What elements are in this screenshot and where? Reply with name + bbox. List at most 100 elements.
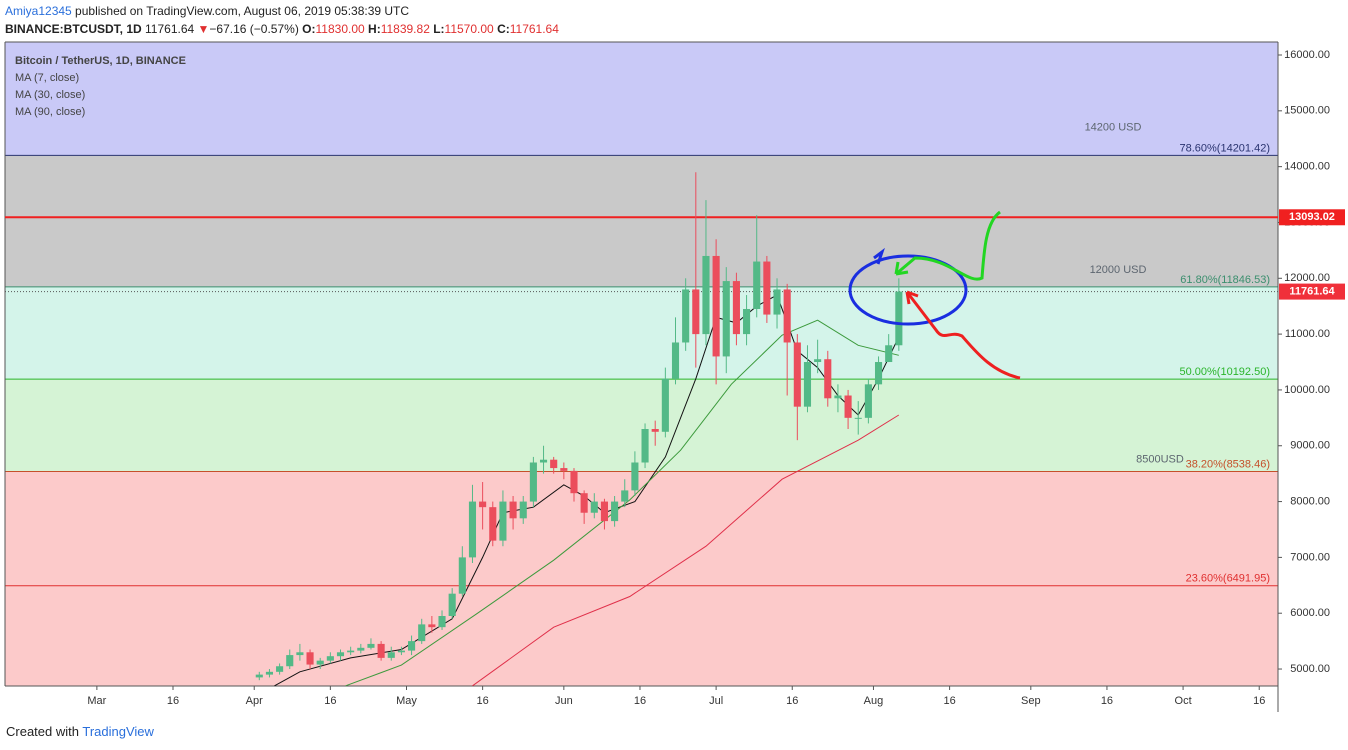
candle-body	[793, 342, 801, 407]
y-tick-label: 11000.00	[1285, 328, 1330, 340]
h-label: H:	[368, 22, 381, 36]
annotation: 12000 USD	[1090, 264, 1147, 276]
candle-body	[265, 671, 273, 675]
candle-body	[753, 261, 761, 309]
candle-body	[895, 291, 903, 346]
last-price-tag	[1279, 283, 1345, 300]
candle-body	[621, 490, 629, 502]
arrow: ▼	[197, 22, 210, 36]
header-line: Amiya12345 published on TradingView.com,…	[5, 4, 409, 18]
y-tick-label: 8000.00	[1290, 495, 1330, 507]
candle-body	[276, 666, 284, 672]
time-axis	[0, 686, 1278, 712]
candle-body	[408, 641, 416, 651]
candle-body	[326, 656, 334, 661]
candle-body	[773, 289, 781, 315]
candle-body	[499, 501, 507, 541]
candle-body	[296, 652, 304, 656]
candle-body	[600, 501, 608, 522]
candle-body	[550, 459, 558, 469]
candle-body	[336, 652, 345, 657]
candle-body	[448, 593, 456, 617]
brand[interactable]: TradingView	[82, 724, 154, 739]
candle-body	[286, 655, 294, 667]
resistance-label: 13093.02	[1289, 211, 1335, 223]
fib-label: 78.60%(14201.42)	[1179, 142, 1270, 154]
fib-label: 23.60%(6491.95)	[1186, 573, 1270, 585]
x-tick-label: May	[396, 695, 417, 707]
fib-zone	[5, 155, 1278, 287]
candle-body	[539, 459, 548, 463]
x-tick-label: 16	[167, 695, 179, 707]
y-tick-label: 7000.00	[1290, 551, 1330, 563]
candle-body	[712, 255, 720, 357]
candle-body	[631, 462, 639, 491]
candle-body	[306, 652, 314, 665]
x-tick-label: 16	[943, 695, 955, 707]
candle-body	[661, 378, 669, 432]
candle-body	[885, 345, 893, 363]
candle-body	[509, 501, 517, 519]
candle-body	[468, 501, 477, 558]
fib-zone	[5, 471, 1278, 586]
y-tick-label: 10000.00	[1284, 384, 1330, 396]
y-tick-label: 16000.00	[1284, 49, 1330, 61]
candle-body	[479, 501, 487, 508]
fib-zone	[5, 585, 1278, 686]
author[interactable]: Amiya12345	[5, 4, 72, 18]
legend-entry: MA (7, close)	[15, 72, 79, 84]
price-axis	[1278, 42, 1348, 712]
c: 11761.64	[509, 22, 559, 36]
x-tick-label: 16	[1253, 695, 1265, 707]
candle-body	[692, 289, 700, 335]
legend-entry: MA (90, close)	[15, 106, 85, 118]
candle-body	[732, 281, 740, 335]
candle-body	[803, 362, 812, 407]
legend-entry: Bitcoin / TetherUS, 1D, BINANCE	[15, 55, 186, 67]
candle-body	[377, 643, 385, 658]
candle-body	[864, 384, 872, 418]
candle-body	[641, 429, 649, 463]
y-tick-label: 12000.00	[1284, 272, 1330, 284]
candle-body	[347, 650, 355, 653]
x-tick-label: Mar	[87, 695, 106, 707]
candle-body	[814, 359, 822, 363]
y-tick-label: 14000.00	[1284, 161, 1330, 173]
o: 11830.00	[315, 22, 365, 36]
y-tick-label: 9000.00	[1290, 440, 1330, 452]
candle-body	[428, 624, 436, 628]
candle-body	[682, 289, 690, 343]
x-tick-label: Oct	[1175, 695, 1192, 707]
c-label: C:	[497, 22, 510, 36]
x-tick-label: 16	[477, 695, 489, 707]
footer: Created with TradingView	[6, 724, 154, 739]
candle-body	[580, 493, 588, 513]
candle-body	[529, 462, 537, 502]
ma-line	[345, 319, 899, 687]
candle-body	[590, 501, 598, 513]
x-tick-label: Sep	[1021, 695, 1041, 707]
candle-body	[611, 501, 619, 522]
candle-body	[367, 643, 375, 648]
y-tick-label: 15000.00	[1284, 105, 1330, 117]
candle-body	[844, 395, 852, 418]
o-label: O:	[302, 22, 316, 36]
h: 11839.82	[380, 22, 430, 36]
legend-entry: MA (30, close)	[15, 89, 85, 101]
candle-body	[438, 616, 446, 628]
x-tick-label: 16	[634, 695, 646, 707]
annotation: 8500USD	[1136, 454, 1184, 466]
candle-body	[397, 650, 405, 653]
candle-body	[854, 417, 862, 419]
quote-line: BINANCE:BTCUSDT, 1D 11761.64 ▼−67.16 (−0…	[5, 22, 559, 36]
fib-label: 38.20%(8538.46)	[1186, 458, 1270, 470]
fib-zone	[5, 286, 1278, 380]
fib-label: 61.80%(11846.53)	[1180, 274, 1270, 286]
change: −67.16 (−0.57%)	[209, 22, 299, 36]
published: published on TradingView.com, August 06,…	[71, 4, 410, 18]
candle-body	[560, 468, 568, 471]
created: Created with	[6, 724, 79, 739]
x-tick-label: Jun	[555, 695, 573, 707]
candle-body	[702, 255, 710, 335]
